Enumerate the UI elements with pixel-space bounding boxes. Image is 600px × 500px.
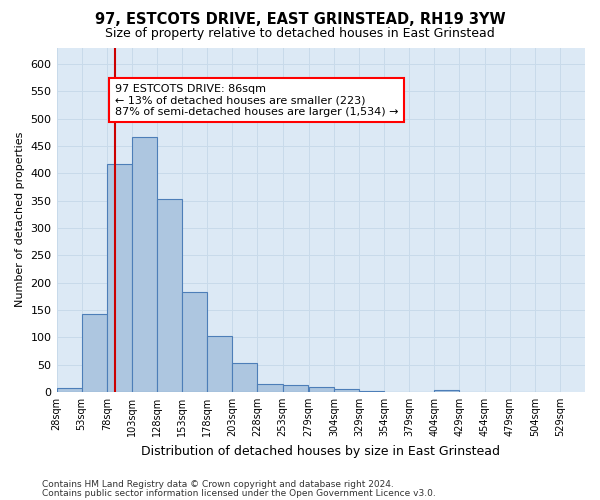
Text: Contains public sector information licensed under the Open Government Licence v3: Contains public sector information licen… xyxy=(42,488,436,498)
Bar xyxy=(107,164,132,392)
Text: 97, ESTCOTS DRIVE, EAST GRINSTEAD, RH19 3YW: 97, ESTCOTS DRIVE, EAST GRINSTEAD, RH19 … xyxy=(95,12,505,28)
Bar xyxy=(132,136,157,392)
Text: 97 ESTCOTS DRIVE: 86sqm
← 13% of detached houses are smaller (223)
87% of semi-d: 97 ESTCOTS DRIVE: 86sqm ← 13% of detache… xyxy=(115,84,398,117)
Bar xyxy=(207,336,232,392)
Bar xyxy=(56,388,82,392)
X-axis label: Distribution of detached houses by size in East Grinstead: Distribution of detached houses by size … xyxy=(141,444,500,458)
Text: Contains HM Land Registry data © Crown copyright and database right 2024.: Contains HM Land Registry data © Crown c… xyxy=(42,480,394,489)
Bar xyxy=(334,389,359,392)
Bar xyxy=(157,199,182,392)
Bar xyxy=(257,384,283,392)
Bar xyxy=(82,314,107,392)
Bar xyxy=(309,387,334,392)
Bar xyxy=(182,292,207,392)
Bar xyxy=(232,363,257,392)
Bar xyxy=(434,390,460,392)
Bar xyxy=(283,386,308,392)
Bar xyxy=(359,391,384,392)
Y-axis label: Number of detached properties: Number of detached properties xyxy=(15,132,25,308)
Text: Size of property relative to detached houses in East Grinstead: Size of property relative to detached ho… xyxy=(105,28,495,40)
